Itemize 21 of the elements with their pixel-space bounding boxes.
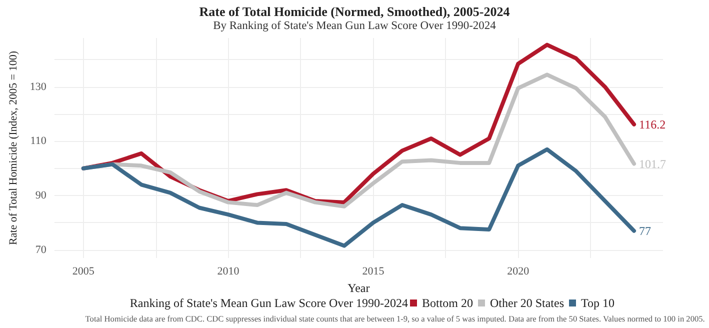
data-label: 101.7 [639, 156, 666, 171]
legend-label: Top 10 [580, 296, 614, 310]
x-tick-label: 2015 [362, 266, 385, 278]
y-tick-label: 70 [35, 244, 47, 256]
chart-subtitle: By Ranking of State's Mean Gun Law Score Over 1990-2024 [213, 20, 496, 32]
y-tick-label: 130 [30, 80, 47, 93]
y-tick-label: 90 [35, 190, 47, 202]
x-tick-label: 2010 [217, 266, 240, 278]
x-tick-label: 2005 [72, 266, 95, 278]
line-series [81, 147, 636, 248]
chart-title: Rate of Total Homicide (Normed, Smoothed), 2005-2024 [199, 4, 510, 19]
legend-label: Other 20 States [490, 296, 564, 310]
y-axis-title: Rate of Total Homicide (Index, 2005 = 100) [8, 50, 20, 246]
x-tick-label: 2020 [507, 266, 530, 278]
x-axis-title: Year [348, 280, 370, 295]
legend-label: Bottom 20 [422, 296, 474, 310]
y-tick-label: 110 [30, 135, 47, 148]
text: Total Homicide data are from CDC. CDC suppresses individual state counts that are between 1-9, so a value of 5 was imputed. Data are from the 50 States. Values normed to 100 in 2005. [85, 314, 705, 324]
data-label: 77 [639, 224, 652, 238]
data-label: 116.2 [639, 117, 666, 132]
legend-title: Ranking of State's Mean Gun Law Score Over 1990-2024 [130, 296, 408, 310]
